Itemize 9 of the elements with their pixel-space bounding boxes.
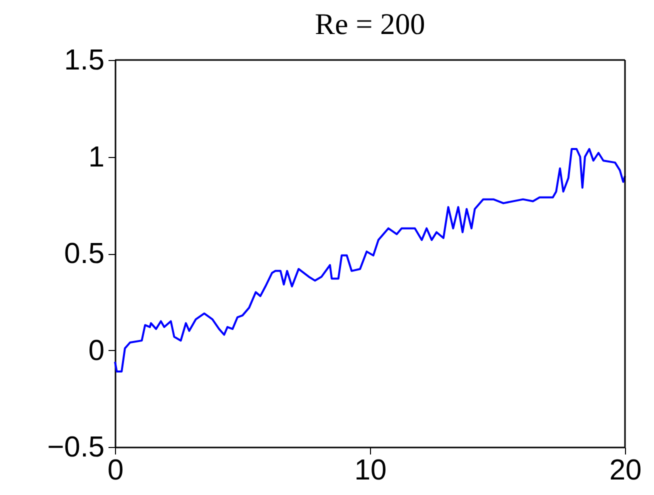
- line-series: [114, 148, 626, 373]
- chart-title: Re = 200: [314, 8, 426, 41]
- y-tick-label: −0.5: [47, 432, 104, 464]
- y-tick-label: 0: [88, 334, 104, 367]
- x-tick-label: 10: [354, 454, 387, 486]
- y-tick-label: 1: [88, 141, 104, 174]
- y-tick-label: 0.5: [64, 238, 104, 270]
- x-tick-label: 20: [609, 454, 642, 486]
- y-tick-label: 1.5: [64, 44, 104, 76]
